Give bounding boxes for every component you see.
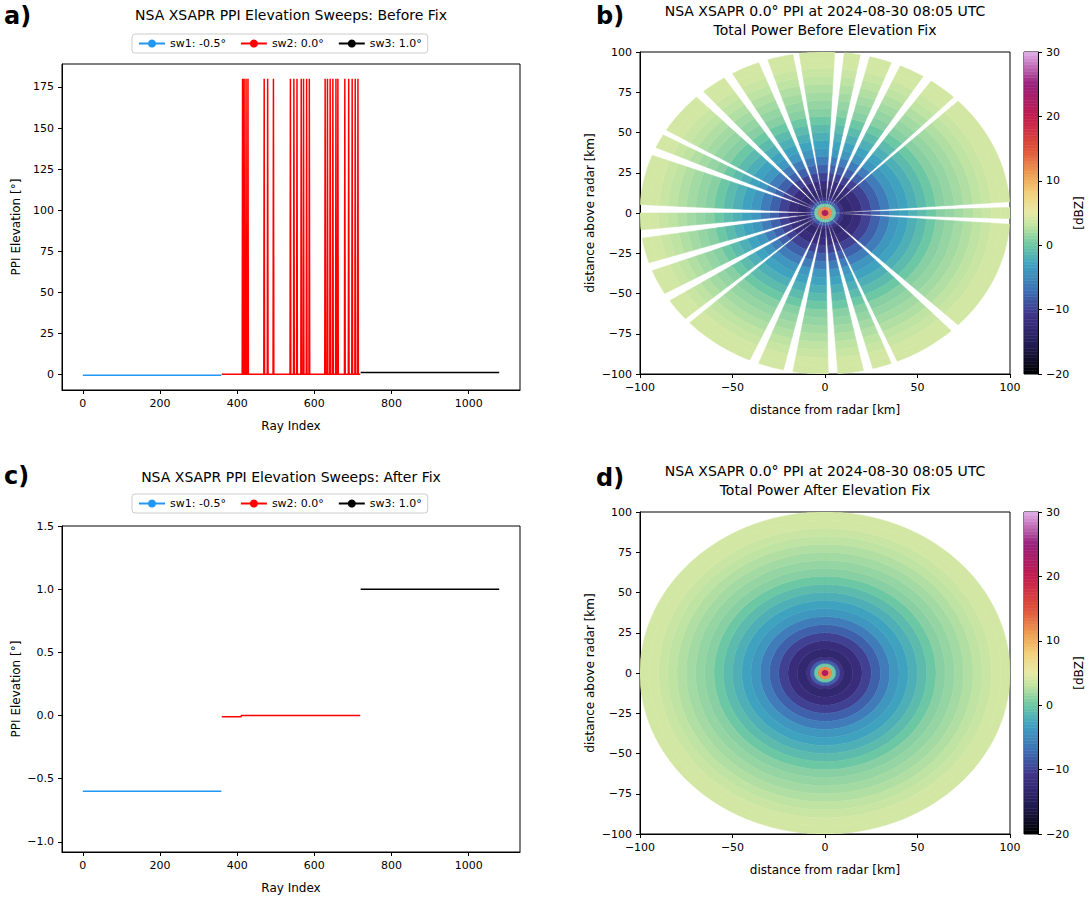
svg-text:0: 0: [625, 207, 632, 220]
svg-text:sw2: 0.0°: sw2: 0.0°: [272, 37, 324, 50]
svg-text:−100: −100: [625, 841, 655, 854]
svg-text:distance above radar [km]: distance above radar [km]: [583, 593, 597, 752]
svg-text:1000: 1000: [455, 397, 483, 410]
svg-text:200: 200: [150, 859, 171, 872]
svg-text:−75: −75: [609, 327, 632, 340]
svg-text:a): a): [4, 2, 31, 30]
svg-text:−1.0: −1.0: [27, 835, 54, 848]
svg-text:sw1: -0.5°: sw1: -0.5°: [170, 37, 226, 50]
svg-text:1.0: 1.0: [37, 583, 55, 596]
svg-text:sw3: 1.0°: sw3: 1.0°: [370, 497, 422, 510]
svg-text:50: 50: [911, 381, 925, 394]
svg-text:0: 0: [1046, 699, 1053, 712]
svg-text:25: 25: [618, 626, 632, 639]
svg-text:−50: −50: [609, 287, 632, 300]
svg-text:0.0: 0.0: [37, 709, 55, 722]
svg-text:0: 0: [822, 841, 829, 854]
svg-text:0: 0: [1046, 239, 1053, 252]
svg-text:NSA XSAPR PPI Elevation Sweeps: NSA XSAPR PPI Elevation Sweeps: After Fi…: [141, 469, 441, 485]
svg-text:0: 0: [625, 667, 632, 680]
svg-text:Ray Index: Ray Index: [261, 881, 320, 895]
svg-text:−0.5: −0.5: [27, 772, 54, 785]
svg-text:sw3: 1.0°: sw3: 1.0°: [370, 37, 422, 50]
svg-text:−100: −100: [602, 828, 632, 841]
svg-text:−10: −10: [1046, 303, 1069, 316]
svg-text:−10: −10: [1046, 763, 1069, 776]
svg-text:100: 100: [1000, 841, 1021, 854]
svg-text:c): c): [4, 462, 29, 490]
svg-text:1.5: 1.5: [37, 520, 55, 533]
svg-text:−25: −25: [609, 247, 632, 260]
svg-text:−50: −50: [721, 381, 744, 394]
svg-text:distance from radar [km]: distance from radar [km]: [750, 403, 900, 417]
svg-text:PPI Elevation [°]: PPI Elevation [°]: [9, 179, 23, 276]
svg-text:−100: −100: [625, 381, 655, 394]
svg-text:125: 125: [33, 163, 54, 176]
svg-text:distance above radar [km]: distance above radar [km]: [583, 133, 597, 292]
svg-text:50: 50: [618, 126, 632, 139]
svg-text:30: 30: [1046, 506, 1060, 519]
svg-text:10: 10: [1046, 174, 1060, 187]
svg-text:175: 175: [33, 80, 54, 93]
svg-text:100: 100: [611, 46, 632, 59]
svg-text:30: 30: [1046, 46, 1060, 59]
svg-text:800: 800: [381, 397, 402, 410]
svg-text:Total Power After Elevation Fi: Total Power After Elevation Fix: [719, 482, 931, 498]
svg-text:0.5: 0.5: [37, 646, 55, 659]
svg-text:NSA XSAPR 0.0° PPI at 2024-08-: NSA XSAPR 0.0° PPI at 2024-08-30 08:05 U…: [665, 3, 986, 19]
svg-text:Total Power Before Elevation F: Total Power Before Elevation Fix: [713, 22, 937, 38]
svg-text:200: 200: [150, 397, 171, 410]
svg-text:100: 100: [33, 204, 54, 217]
svg-text:75: 75: [40, 245, 54, 258]
svg-text:PPI Elevation [°]: PPI Elevation [°]: [9, 641, 23, 738]
svg-text:−20: −20: [1046, 368, 1069, 381]
svg-text:10: 10: [1046, 634, 1060, 647]
svg-text:0: 0: [47, 368, 54, 381]
svg-text:1000: 1000: [455, 859, 483, 872]
svg-text:600: 600: [304, 397, 325, 410]
svg-text:−50: −50: [609, 747, 632, 760]
svg-text:100: 100: [1000, 381, 1021, 394]
svg-text:[dBZ]: [dBZ]: [1072, 196, 1086, 229]
svg-text:−25: −25: [609, 707, 632, 720]
svg-text:20: 20: [1046, 110, 1060, 123]
svg-text:100: 100: [611, 506, 632, 519]
svg-text:50: 50: [40, 286, 54, 299]
svg-text:25: 25: [40, 327, 54, 340]
svg-text:0: 0: [79, 859, 86, 872]
svg-text:25: 25: [618, 166, 632, 179]
svg-text:[dBZ]: [dBZ]: [1072, 656, 1086, 689]
svg-text:150: 150: [33, 122, 54, 135]
svg-text:400: 400: [227, 859, 248, 872]
svg-text:−75: −75: [609, 787, 632, 800]
svg-text:Ray Index: Ray Index: [261, 419, 320, 433]
svg-text:600: 600: [304, 859, 325, 872]
svg-text:400: 400: [227, 397, 248, 410]
svg-text:b): b): [596, 2, 624, 30]
svg-text:20: 20: [1046, 570, 1060, 583]
svg-text:distance from radar [km]: distance from radar [km]: [750, 863, 900, 877]
svg-text:−50: −50: [721, 841, 744, 854]
svg-text:50: 50: [911, 841, 925, 854]
svg-text:sw2: 0.0°: sw2: 0.0°: [272, 497, 324, 510]
svg-text:800: 800: [381, 859, 402, 872]
svg-text:50: 50: [618, 586, 632, 599]
svg-text:NSA XSAPR PPI Elevation Sweeps: NSA XSAPR PPI Elevation Sweeps: Before F…: [135, 7, 447, 23]
svg-text:NSA XSAPR 0.0° PPI at 2024-08-: NSA XSAPR 0.0° PPI at 2024-08-30 08:05 U…: [665, 463, 986, 479]
svg-text:d): d): [596, 464, 624, 492]
svg-text:75: 75: [618, 546, 632, 559]
svg-text:75: 75: [618, 86, 632, 99]
svg-text:0: 0: [822, 381, 829, 394]
svg-text:0: 0: [79, 397, 86, 410]
svg-text:−20: −20: [1046, 828, 1069, 841]
svg-text:−100: −100: [602, 368, 632, 381]
svg-text:sw1: -0.5°: sw1: -0.5°: [170, 497, 226, 510]
